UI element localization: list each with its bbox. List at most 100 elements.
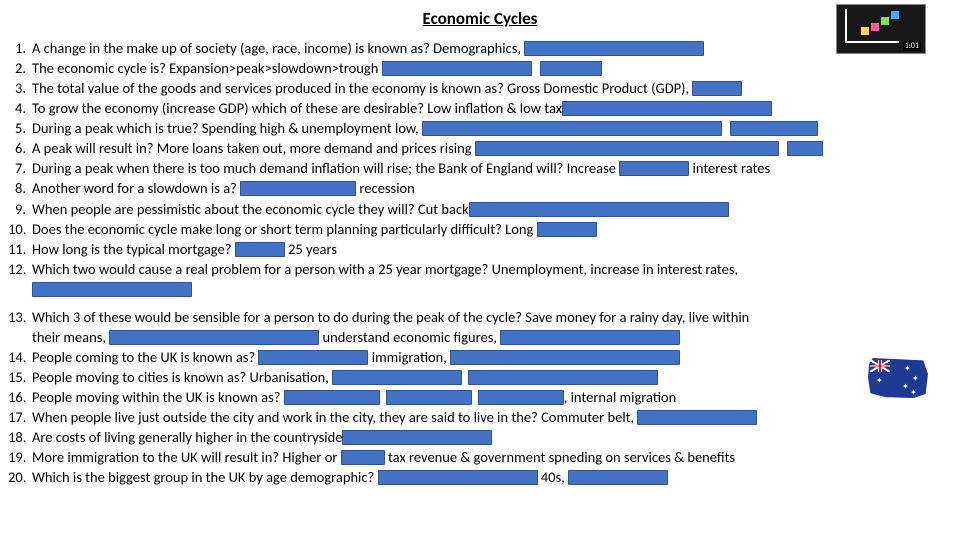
redaction-block	[32, 282, 192, 297]
redaction-block	[378, 470, 538, 485]
video-duration: 1:01	[903, 41, 921, 51]
item-number: 10.	[8, 220, 32, 240]
list-item: 18.Are costs of living generally higher …	[8, 428, 952, 448]
item-text: The economic cycle is? Expansion>peak>sl…	[32, 59, 952, 79]
item-number: 4.	[8, 99, 32, 119]
item-text: People coming to the UK is known as? imm…	[32, 348, 952, 368]
redaction-block	[450, 350, 680, 365]
video-thumbnail[interactable]: 1:01	[836, 4, 926, 54]
item-number: 7.	[8, 159, 32, 179]
item-text: When people are pessimistic about the ec…	[32, 200, 952, 220]
list-item-continuation: their means, understand economic figures…	[8, 328, 952, 348]
redaction-block	[386, 390, 472, 405]
redaction-block	[109, 330, 319, 345]
redaction-block	[468, 370, 658, 385]
item-number: 3.	[8, 79, 32, 99]
item-number: 19.	[8, 448, 32, 468]
list-item: 9.When people are pessimistic about the …	[8, 200, 952, 220]
redaction-block	[730, 121, 818, 136]
axis-x-icon	[845, 41, 899, 43]
redaction-block	[637, 410, 757, 425]
list-item: 4.To grow the economy (increase GDP) whi…	[8, 99, 952, 119]
item-number: 5.	[8, 119, 32, 139]
sticky-note-icon	[881, 17, 889, 25]
list-item: 19.More immigration to the UK will resul…	[8, 448, 952, 468]
item-text: The total value of the goods and service…	[32, 79, 952, 99]
item-text: Are costs of living generally higher in …	[32, 428, 952, 448]
redaction-block	[500, 330, 680, 345]
redaction-block	[332, 370, 462, 385]
item-number: 12.	[8, 260, 32, 280]
redaction-block	[619, 161, 689, 176]
australia-flag-icon: ✦ ✦ ✦ ✦ ✦	[868, 358, 932, 404]
sticky-note-icon	[861, 27, 869, 35]
redaction-block	[240, 181, 356, 196]
redaction-block	[422, 121, 722, 136]
item-text: To grow the economy (increase GDP) which…	[32, 99, 952, 119]
item-text: Which is the biggest group in the UK by …	[32, 468, 952, 488]
item-text: How long is the typical mortgage? 25 yea…	[32, 240, 952, 260]
list-item: 3.The total value of the goods and servi…	[8, 79, 952, 99]
list-item: 7.During a peak when there is too much d…	[8, 159, 952, 179]
item-text: Does the economic cycle make long or sho…	[32, 220, 952, 240]
redaction-block	[342, 430, 492, 445]
item-number: 14.	[8, 348, 32, 368]
list-item: 5.During a peak which is true? Spending …	[8, 119, 952, 139]
list-item: 15.People moving to cities is known as? …	[8, 368, 952, 388]
redaction-block	[692, 81, 742, 96]
redaction-block	[524, 41, 704, 56]
list-item: 12.Which two would cause a real problem …	[8, 260, 952, 280]
redaction-block	[235, 242, 285, 257]
item-text: During a peak when there is too much dem…	[32, 159, 952, 179]
list-item: 8.Another word for a slowdown is a? rece…	[8, 179, 952, 199]
item-text: During a peak which is true? Spending hi…	[32, 119, 952, 139]
redaction-block	[382, 61, 532, 76]
list-item: 6.A peak will result in? More loans take…	[8, 139, 952, 159]
redaction-block	[787, 141, 823, 156]
item-number: 1.	[8, 39, 32, 59]
list-item: 10.Does the economic cycle make long or …	[8, 220, 952, 240]
item-text: Another word for a slowdown is a? recess…	[32, 179, 952, 199]
redaction-block	[258, 350, 368, 365]
list-item: 1.A change in the make up of society (ag…	[8, 39, 952, 59]
list-item: 13.Which 3 of these would be sensible fo…	[8, 308, 952, 328]
item-number: 20.	[8, 468, 32, 488]
redaction-block	[469, 202, 729, 217]
redaction-block	[284, 390, 380, 405]
sticky-note-icon	[871, 23, 879, 31]
list-item-continuation	[8, 280, 952, 300]
item-text: A change in the make up of society (age,…	[32, 39, 952, 59]
list-item: 17.When people live just outside the cit…	[8, 408, 952, 428]
redaction-block	[540, 61, 602, 76]
list-item: 2.The economic cycle is? Expansion>peak>…	[8, 59, 952, 79]
list-item: 20.Which is the biggest group in the UK …	[8, 468, 952, 488]
item-number: 8.	[8, 179, 32, 199]
list-item: 14.People coming to the UK is known as? …	[8, 348, 952, 368]
list-item: 11.How long is the typical mortgage? 25 …	[8, 240, 952, 260]
item-text: More immigration to the UK will result i…	[32, 448, 952, 468]
item-number: 16.	[8, 388, 32, 408]
redaction-block	[568, 470, 668, 485]
item-text: their means, understand economic figures…	[32, 328, 952, 348]
question-list-1: 1.A change in the make up of society (ag…	[0, 39, 960, 299]
item-number: 15.	[8, 368, 32, 388]
axis-y-icon	[845, 9, 847, 41]
redaction-block	[341, 450, 385, 465]
item-number: 17.	[8, 408, 32, 428]
item-text: People moving within the UK is known as?…	[32, 388, 952, 408]
item-text	[32, 280, 952, 300]
page-title: Economic Cycles	[0, 0, 960, 39]
item-number: 13.	[8, 308, 32, 328]
question-list-2: 13.Which 3 of these would be sensible fo…	[0, 308, 960, 488]
item-text: People moving to cities is known as? Urb…	[32, 368, 952, 388]
redaction-block	[478, 390, 564, 405]
item-number: 2.	[8, 59, 32, 79]
redaction-block	[562, 101, 772, 116]
item-number: 18.	[8, 428, 32, 448]
item-text: A peak will result in? More loans taken …	[32, 139, 952, 159]
item-text: When people live just outside the city a…	[32, 408, 952, 428]
item-number: 9.	[8, 200, 32, 220]
redaction-block	[537, 222, 597, 237]
item-text: Which 3 of these would be sensible for a…	[32, 308, 952, 328]
item-text: Which two would cause a real problem for…	[32, 260, 952, 280]
